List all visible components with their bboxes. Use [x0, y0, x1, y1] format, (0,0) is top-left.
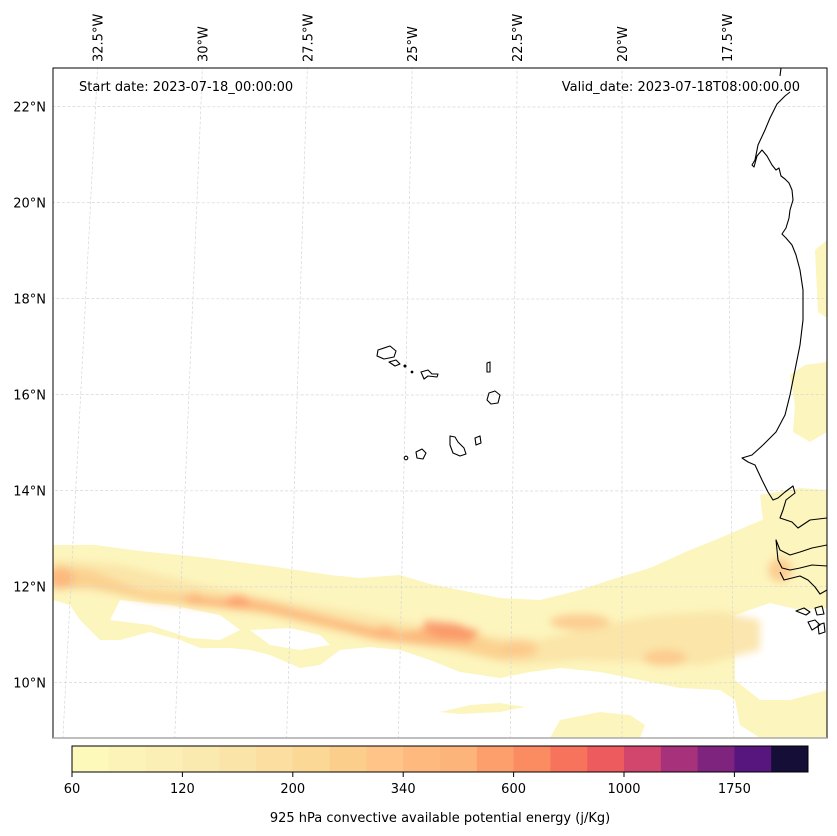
colorbar-segment — [440, 746, 478, 772]
colorbar-segment — [513, 746, 551, 772]
island-sao-vicente — [388, 359, 401, 367]
longitude-tick-label: 32.5°W — [92, 14, 107, 62]
colorbar-segment — [771, 746, 809, 772]
longitude-tick-label: 25°W — [406, 26, 421, 62]
cape-core-e — [643, 650, 687, 666]
colorbar-tick-label: 600 — [501, 782, 526, 797]
colorbar-tick-label: 340 — [391, 782, 416, 797]
colorbar-segment — [403, 746, 441, 772]
cape-contour-60-south — [440, 703, 525, 714]
meridian-gridline — [174, 68, 203, 738]
colorbar-frame — [71, 745, 809, 773]
meridian-gridline — [398, 68, 413, 738]
longitude-tick-labels: 32.5°W 30°W 27.5°W 25°W 22.5°W 20°W 17.5°W — [92, 14, 736, 62]
meridian-gridline — [62, 68, 98, 738]
colorbar-ticks: 60 120 200 340 600 1000 1750 — [64, 772, 751, 797]
island-boa-vista — [486, 390, 501, 405]
latitude-tick-label: 12°N — [13, 581, 46, 596]
cape-core-c — [375, 626, 395, 638]
longitude-tick-label: 30°W — [196, 26, 211, 62]
gridlines — [53, 68, 827, 738]
colorbar-segment — [624, 746, 662, 772]
colorbar-segment — [660, 746, 699, 772]
africa-coastline — [741, 68, 827, 529]
cape-core-f — [768, 558, 792, 582]
latitude-tick-labels: 22°N 20°N 18°N 16°N 14°N 12°N 10°N — [13, 101, 46, 692]
africa-coastline-south — [775, 539, 827, 595]
island-fogo — [415, 448, 427, 460]
colorbar: 60 120 200 340 600 1000 1750 925 hPa convectiv… — [64, 745, 809, 826]
meridian-gridline — [286, 68, 308, 738]
colorbar-segment — [108, 746, 147, 772]
island-maio — [474, 435, 482, 446]
colorbar-segments — [72, 746, 809, 772]
parallel-gridline — [53, 490, 827, 492]
colorbar-tick-label: 1000 — [607, 782, 640, 797]
cape-core-west — [53, 568, 74, 588]
parallel-gridline — [53, 394, 827, 396]
island-sao-nicolau — [420, 369, 439, 380]
cape-contour-gap-2 — [110, 600, 240, 640]
cape-core-a — [226, 595, 250, 607]
parallel-gridline — [53, 682, 827, 684]
map-axes[interactable]: Start date: 2023-07-18_00:00:00 Valid_da… — [0, 35, 837, 779]
colorbar-tick-label: 200 — [280, 782, 305, 797]
colorbar-segment — [476, 746, 515, 772]
longitude-tick-label: 20°W — [616, 26, 631, 62]
meridian-gridline — [509, 68, 518, 738]
island-santa-luzia — [403, 364, 407, 368]
cape-contour-60-south-2 — [550, 712, 645, 738]
island-brava — [403, 455, 409, 461]
bijagos-islands — [795, 605, 826, 635]
meridian-gridline — [726, 68, 735, 738]
longitude-tick-label: 27.5°W — [301, 14, 316, 62]
colorbar-segment — [256, 746, 294, 772]
colorbar-tick-label: 120 — [170, 782, 195, 797]
colorbar-segment — [145, 746, 183, 772]
colorbar-segment — [366, 746, 404, 772]
cape-core-g — [502, 640, 538, 656]
colorbar-segment — [734, 746, 772, 772]
cape-contour-400 — [180, 595, 480, 645]
coastlines — [376, 68, 827, 635]
cape-core-b — [187, 593, 203, 603]
island-raso — [410, 370, 414, 374]
colorbar-segment — [182, 746, 220, 772]
island-sal — [486, 361, 491, 373]
parallel-gridline — [53, 202, 827, 204]
colorbar-segment — [697, 746, 735, 772]
colorbar-label: 925 hPa convective available potential e… — [270, 811, 610, 826]
colorbar-segment — [550, 746, 588, 772]
latitude-tick-label: 10°N — [13, 677, 46, 692]
latitude-tick-label: 16°N — [13, 389, 46, 404]
cape-contour-60-coast — [790, 362, 827, 442]
island-santo-antao — [376, 345, 397, 360]
colorbar-segment — [219, 746, 257, 772]
parallel-gridline — [53, 298, 827, 300]
longitude-tick-label: 22.5°W — [511, 14, 526, 62]
cape-contour-gap — [250, 628, 330, 650]
parallel-gridline — [53, 586, 827, 588]
latitude-tick-label: 22°N — [13, 101, 46, 116]
colorbar-segment — [587, 746, 625, 772]
colorbar-segment — [292, 746, 331, 772]
cape-contour-600 — [422, 620, 478, 640]
colorbar-tick-label: 1750 — [718, 782, 751, 797]
valid-date-label: Valid_date: 2023-07-18T08:00:00.00 — [562, 80, 800, 95]
longitude-tick-label: 17.5°W — [721, 14, 736, 62]
latitude-tick-label: 18°N — [13, 293, 46, 308]
latitude-tick-label: 20°N — [13, 197, 46, 212]
colorbar-segment — [72, 746, 110, 772]
colorbar-tick-label: 60 — [64, 782, 81, 797]
cape-core-d — [550, 614, 610, 630]
start-date-label: Start date: 2023-07-18_00:00:00 — [79, 80, 293, 95]
cape-contour-120 — [53, 560, 760, 665]
island-santiago — [449, 435, 467, 457]
latitude-tick-label: 14°N — [13, 485, 46, 500]
colorbar-segment — [329, 746, 367, 772]
parallel-gridline — [53, 106, 827, 108]
